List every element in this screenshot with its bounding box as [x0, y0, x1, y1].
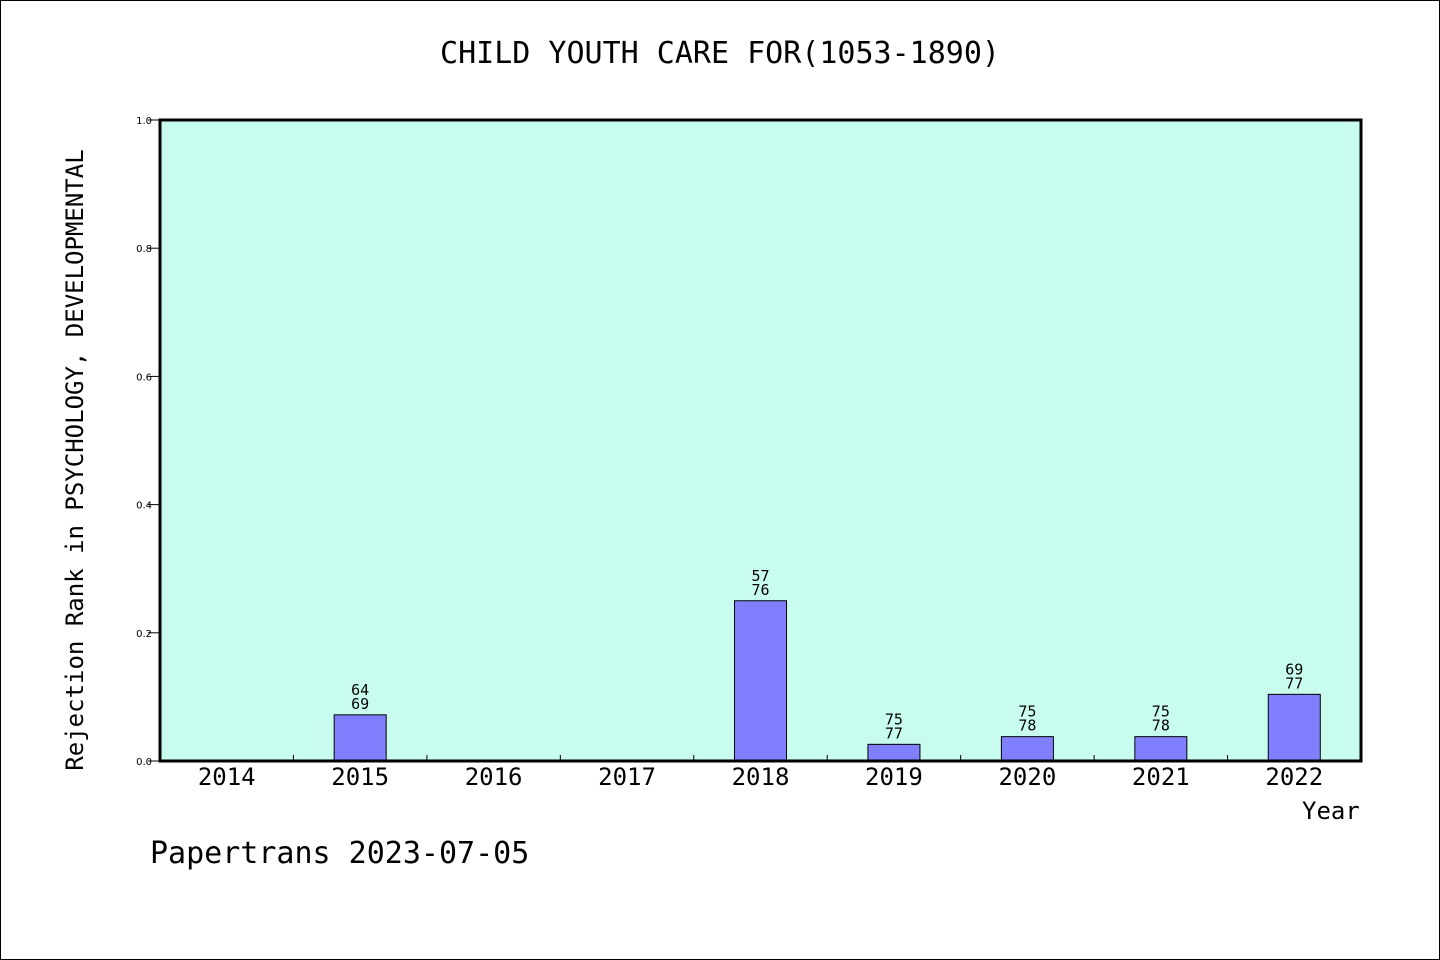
- y-tick-label: 0.0: [136, 757, 152, 768]
- x-tick-label: 2015: [331, 763, 389, 791]
- x-tick-label: 2017: [598, 763, 656, 791]
- bar-data-label: 64: [351, 681, 369, 699]
- x-tick-label: 2019: [865, 763, 923, 791]
- bar: [1267, 693, 1321, 762]
- x-axis: 2014 2015 2016 2017 2018 2019 2020 2021 2022: [198, 755, 1323, 791]
- bar-data-label: 78: [1152, 717, 1170, 735]
- x-tick-label: 2020: [998, 763, 1056, 791]
- bar-data-label: 75: [1018, 703, 1036, 721]
- bar: [333, 714, 387, 762]
- bar-data-label: 77: [885, 724, 903, 742]
- bar-data-label: 69: [351, 695, 369, 713]
- y-tick-label: 0.2: [136, 629, 152, 640]
- bar-data-label: 75: [885, 710, 903, 728]
- footer-credit: Papertrans 2023-07-05: [150, 836, 530, 871]
- bar-data-label: 77: [1285, 674, 1303, 692]
- y-tick-label: 0.6: [136, 372, 152, 383]
- y-tick-label: 1.0: [136, 116, 152, 127]
- x-axis-label: Year: [1302, 797, 1360, 825]
- y-axis: 0.0 0.2 0.4 0.6 0.8 1.0: [136, 116, 160, 768]
- bar-data-label: 69: [1285, 660, 1303, 678]
- y-tick-label: 0.4: [136, 501, 152, 512]
- x-tick-label: 2016: [465, 763, 523, 791]
- plot-border: [158, 118, 1363, 763]
- bar: [1000, 736, 1054, 762]
- bar-data-label: 75: [1152, 703, 1170, 721]
- bar-data-label: 57: [751, 567, 769, 585]
- x-tick-label: 2014: [198, 763, 256, 791]
- y-tick-label: 0.8: [136, 244, 152, 255]
- bar-data-label: 78: [1018, 717, 1036, 735]
- x-tick-label: 2018: [732, 763, 790, 791]
- bar: [867, 743, 921, 762]
- x-tick-label: 2022: [1265, 763, 1323, 791]
- bar: [734, 600, 787, 762]
- chart-title: CHILD YOUTH CARE FOR(1053-1890): [440, 36, 1000, 71]
- x-tick-label: 2021: [1132, 763, 1190, 791]
- bar: [1134, 736, 1188, 762]
- bar-data-label: 76: [751, 581, 769, 599]
